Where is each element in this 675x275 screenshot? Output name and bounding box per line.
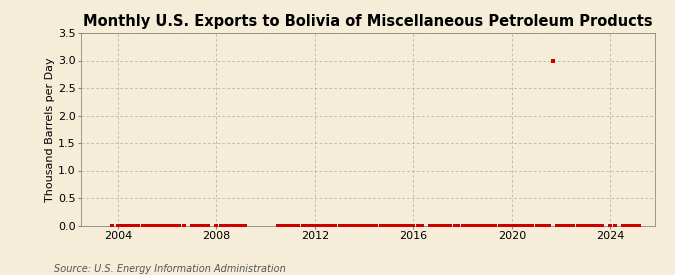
Text: Source: U.S. Energy Information Administration: Source: U.S. Energy Information Administ… xyxy=(54,264,286,274)
Y-axis label: Thousand Barrels per Day: Thousand Barrels per Day xyxy=(45,57,55,202)
Title: Monthly U.S. Exports to Bolivia of Miscellaneous Petroleum Products: Monthly U.S. Exports to Bolivia of Misce… xyxy=(83,14,653,29)
